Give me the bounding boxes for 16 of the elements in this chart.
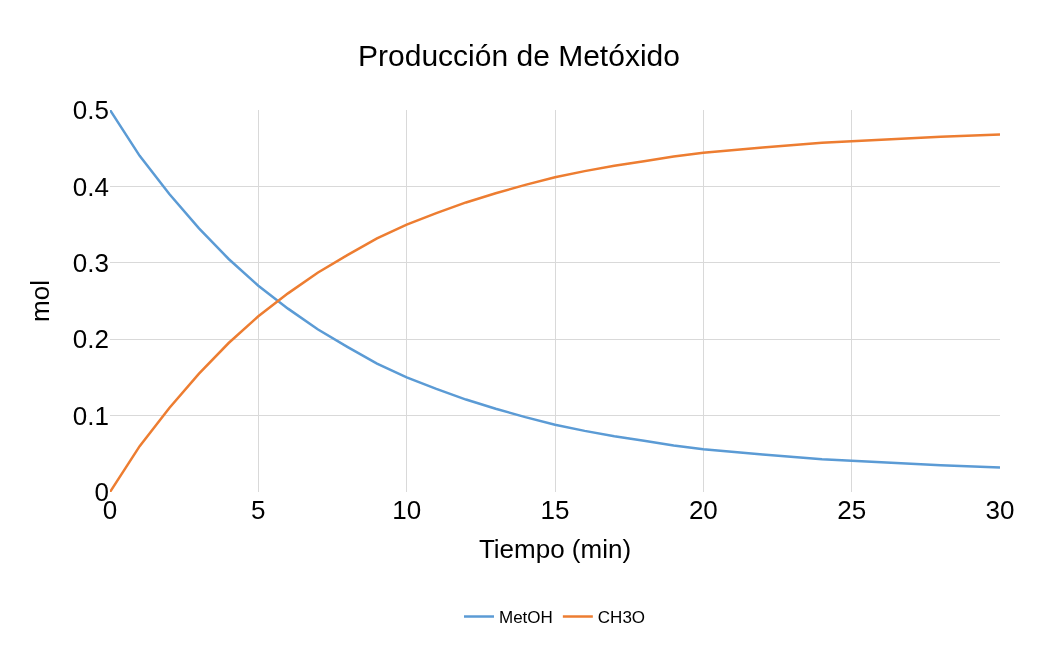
x-tick-label: 25 xyxy=(837,495,867,525)
y-tick-label: 0.5 xyxy=(72,95,109,126)
y-tick-label: 0.1 xyxy=(72,400,109,431)
x-axis-title: Tiempo (min) xyxy=(478,533,632,564)
x-tick-label: 30 xyxy=(985,495,1015,525)
chart-title: Producción de Metóxido xyxy=(358,39,680,73)
y-tick-label: 0.3 xyxy=(72,247,109,278)
x-tick-label: 15 xyxy=(540,495,570,525)
legend-label: MetOH xyxy=(499,608,553,628)
y-axis-title: mol xyxy=(25,280,56,322)
y-tick-label: 0.2 xyxy=(72,324,109,355)
x-tick-label: 20 xyxy=(688,495,718,525)
x-tick-label: 5 xyxy=(251,495,266,525)
y-tick-label: 0.4 xyxy=(72,171,109,202)
legend-label: CH3O xyxy=(597,608,646,628)
x-tick-label: 10 xyxy=(392,495,422,525)
